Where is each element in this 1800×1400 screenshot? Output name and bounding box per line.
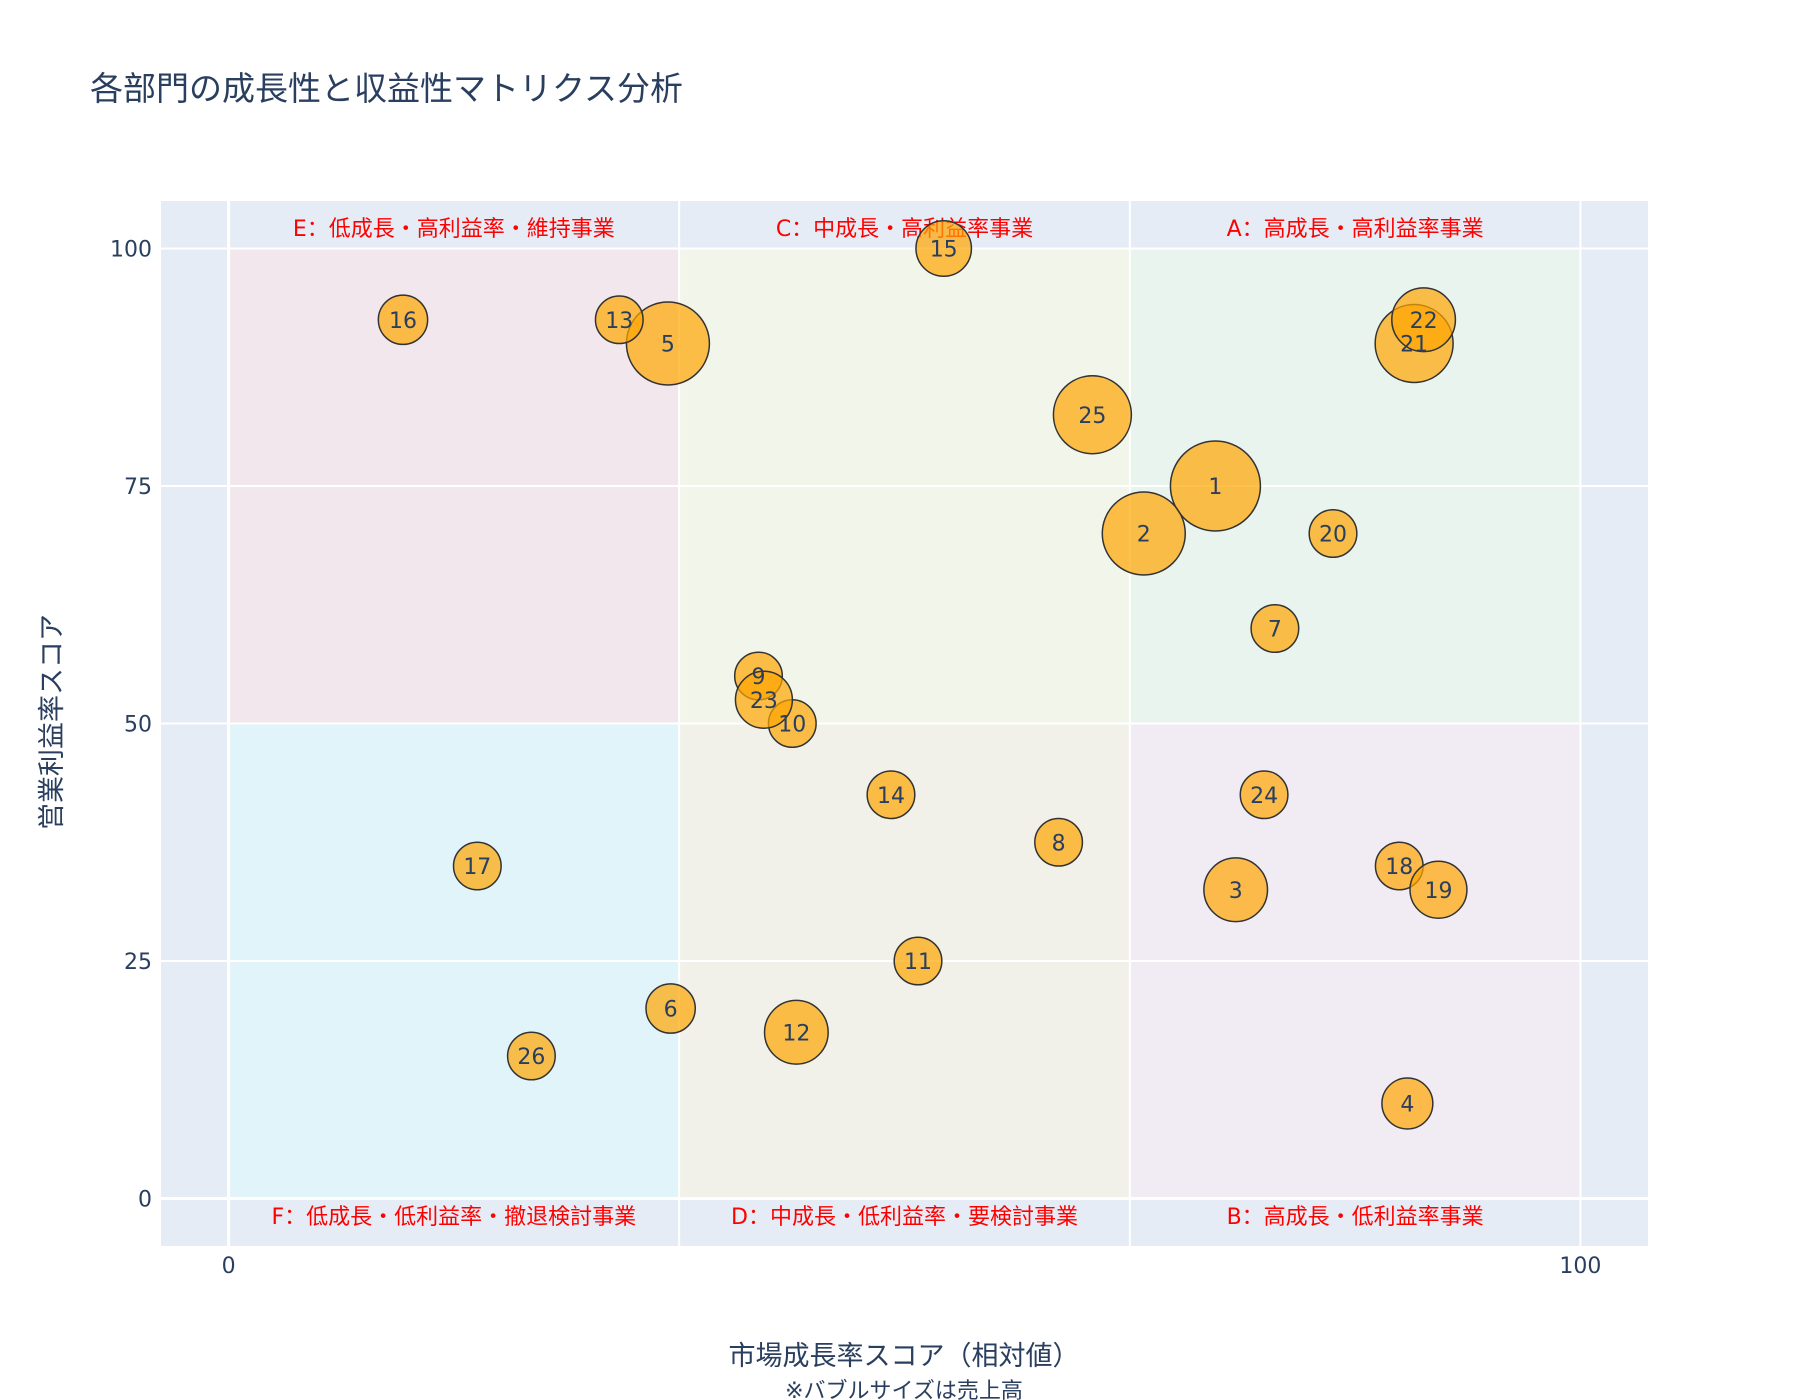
bubble-label: 2 <box>1137 523 1151 548</box>
bubble-point <box>866 770 916 820</box>
bubble-point <box>1203 857 1269 923</box>
bubble-label: 20 <box>1319 523 1347 548</box>
x-axis-note: ※バブルサイズは売上高 <box>785 1379 1023 1400</box>
bubble-label: 13 <box>605 309 633 334</box>
bubble-label: 17 <box>463 855 491 880</box>
bubble-point <box>1391 287 1457 353</box>
bubble-point <box>1239 770 1289 820</box>
bubble-label: 7 <box>1268 618 1282 643</box>
x-axis-title: 市場成長率スコア（相対値） <box>729 1341 1080 1372</box>
bubble-point <box>1381 1077 1434 1130</box>
bubble-label: 3 <box>1229 879 1243 904</box>
bubble-point <box>1052 375 1133 455</box>
bubble-point <box>1250 603 1300 654</box>
bubble-point <box>377 294 429 346</box>
bubble-label: 9 <box>752 665 766 690</box>
bubble-label: 19 <box>1424 879 1452 904</box>
bubble-point <box>1308 508 1358 559</box>
zone-label-2: C：中成長・高利益率事業 <box>776 217 1033 242</box>
zone-label-3: D：中成長・低利益率・要検討事業 <box>731 1205 1078 1230</box>
zone-label-1: B：高成長・低利益率事業 <box>1227 1205 1484 1230</box>
bubble-label: 8 <box>1052 831 1066 856</box>
zone-label-0: A：高成長・高利益率事業 <box>1227 217 1484 242</box>
bubble-point <box>1034 817 1084 867</box>
zone-label-4: E：低成長・高利益率・維持事業 <box>293 217 615 242</box>
bubble-label: 14 <box>877 784 905 809</box>
bubble-label: 4 <box>1400 1093 1414 1118</box>
bubble-point <box>763 999 829 1065</box>
y-tick-label: 50 <box>124 713 152 738</box>
bubble-label: 5 <box>661 333 675 358</box>
plot-area: A：高成長・高利益率事業 B：高成長・低利益率事業 C：中成長・高利益率事業 D：中成… <box>110 201 1648 1279</box>
bubble-label: 18 <box>1385 855 1413 880</box>
y-tick-label: 0 <box>138 1188 152 1213</box>
bubble-label: 10 <box>778 713 806 738</box>
bubble-label: 1 <box>1208 475 1222 500</box>
bubble-point <box>625 301 711 386</box>
bubble-label: 12 <box>782 1021 810 1046</box>
bubble-label: 6 <box>664 998 678 1023</box>
chart-title: 各部門の成長性と収益性マトリクス分析 <box>90 69 683 108</box>
bubble-label: 24 <box>1250 784 1278 809</box>
bubble-point <box>1101 491 1187 576</box>
bubble-label: 25 <box>1078 404 1106 429</box>
bubble-label: 15 <box>930 238 958 263</box>
bubble-label: 22 <box>1410 309 1438 334</box>
bubble-label: 26 <box>517 1045 545 1070</box>
bubble-label: 11 <box>904 950 932 975</box>
y-axis-title: 営業利益率スコア <box>37 614 68 830</box>
bubble-point <box>452 841 502 891</box>
bubble-point <box>1409 860 1468 919</box>
x-tick-label: 0 <box>222 1254 236 1279</box>
bubble-point <box>915 220 973 277</box>
bubble-point <box>734 670 794 729</box>
y-tick-label: 75 <box>124 475 152 500</box>
bubble-label: 21 <box>1400 333 1428 358</box>
bubble-label: 16 <box>389 309 417 334</box>
bubble-point <box>893 936 943 986</box>
bubble-point <box>645 983 697 1034</box>
bubble-point <box>594 295 644 345</box>
y-tick-label: 25 <box>124 950 152 975</box>
bubble-point <box>1169 440 1262 532</box>
x-tick-label: 100 <box>1559 1254 1601 1279</box>
y-tick-label: 100 <box>110 238 152 263</box>
zone-label-5: F：低成長・低利益率・撤退検討事業 <box>272 1205 637 1230</box>
bubble-point <box>506 1031 556 1081</box>
bubble-label: 23 <box>750 689 778 714</box>
